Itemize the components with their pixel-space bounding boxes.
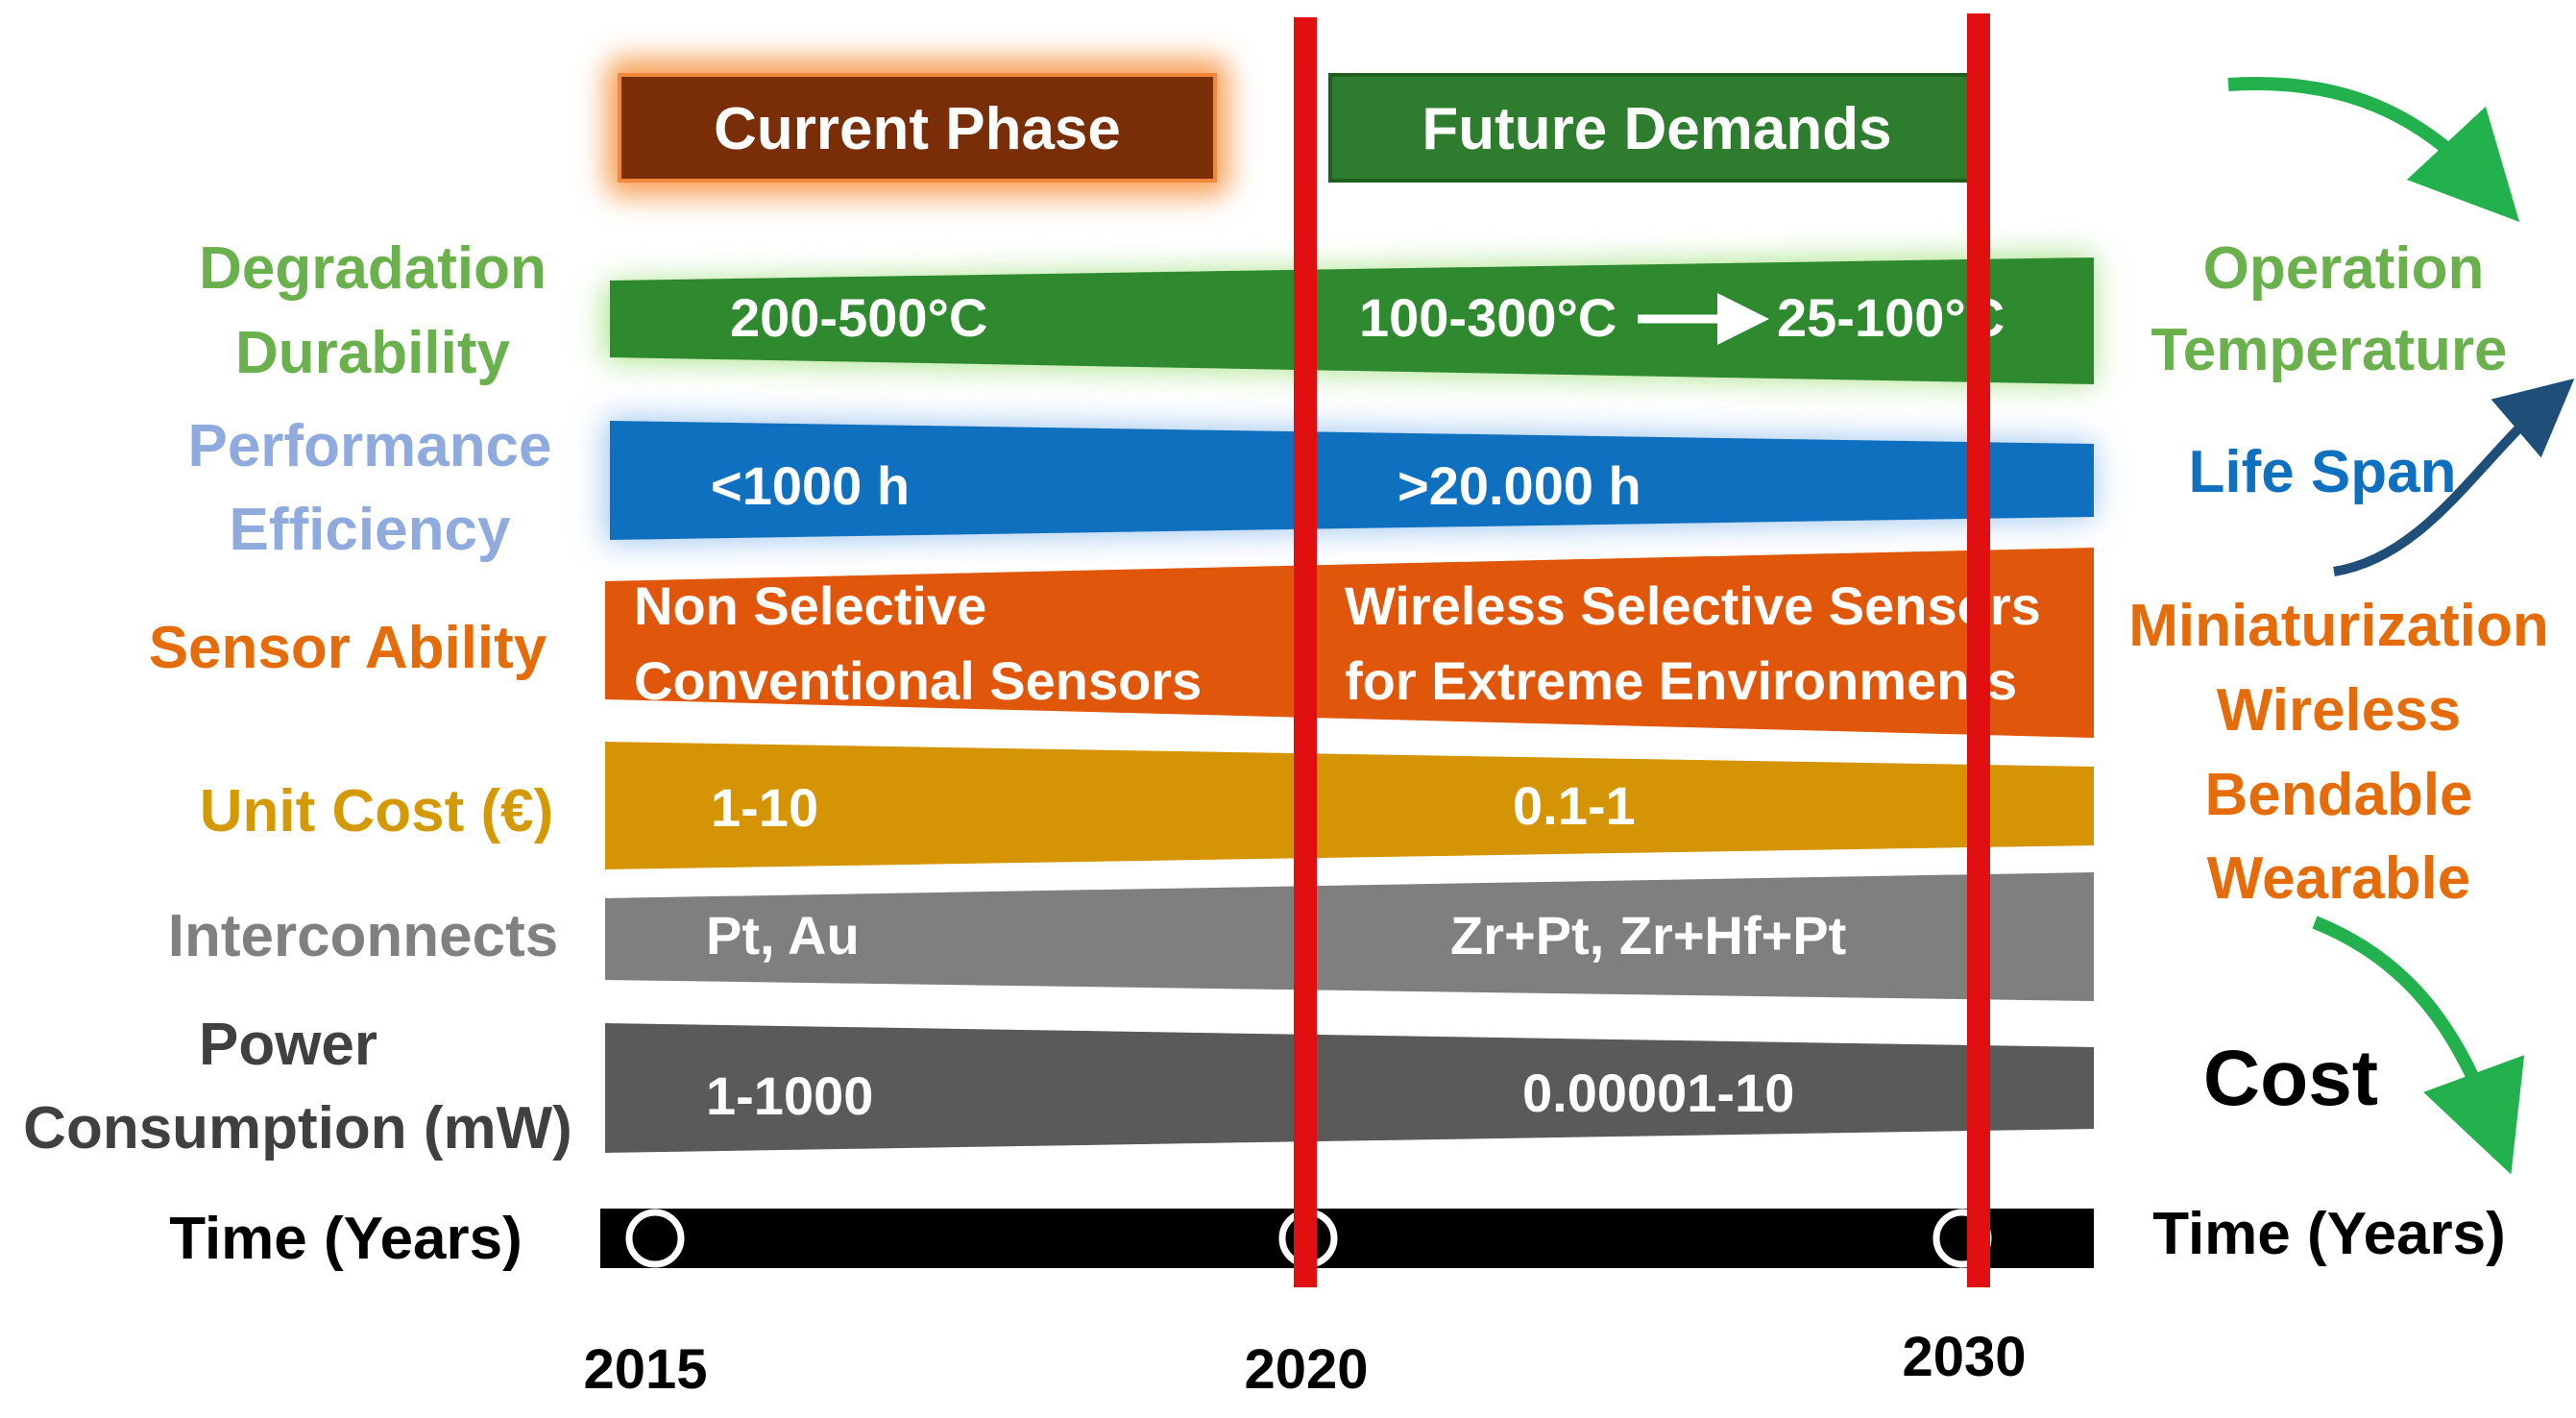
label-temperature: Temperature <box>2151 317 2508 383</box>
year-label-2030: 2030 <box>1902 1326 2026 1388</box>
sensor-future-line1: Wireless Selective Sensors <box>1345 575 2041 636</box>
temperature-future-value-b: 25-100°C <box>1777 287 2005 348</box>
power-band <box>605 1023 2094 1153</box>
interconnects-future-value: Zr+Pt, Zr+Hf+Pt <box>1450 905 1846 966</box>
life-current-value: <1000 h <box>711 455 910 516</box>
label-sensor-ability: Sensor Ability <box>149 615 547 681</box>
timeline-bar <box>600 1209 2094 1268</box>
marker-line-2030 <box>1967 13 1990 1287</box>
label-time-right: Time (Years) <box>2152 1201 2506 1267</box>
label-life-span: Life Span <box>2188 439 2456 505</box>
cost-future-value: 0.1-1 <box>1513 775 1636 836</box>
current-phase-box <box>618 73 1217 183</box>
future-phase-label: Future Demands <box>1422 96 1891 162</box>
timeline-node-2015 <box>625 1209 685 1268</box>
label-bendable: Bendable <box>2204 762 2472 828</box>
sensor-future-line2: for Extreme Environments <box>1345 650 2017 711</box>
cost-current-value: 1-10 <box>711 777 818 838</box>
green-arrow-bottom <box>2312 916 2525 1175</box>
power-future-value: 0.00001-10 <box>1522 1063 1794 1123</box>
label-durability: Durability <box>235 320 510 386</box>
interconnects-band <box>605 872 2094 1001</box>
power-current-value: 1-1000 <box>706 1065 873 1126</box>
sensor-band <box>605 548 2094 738</box>
label-consumption: Consumption (mW) <box>23 1095 572 1161</box>
temperature-band <box>610 257 2094 384</box>
year-label-2020: 2020 <box>1244 1338 1368 1401</box>
temperature-future-value-a: 100-300°C <box>1359 287 1616 348</box>
interconnects-current-value: Pt, Au <box>706 905 860 966</box>
label-time-left: Time (Years) <box>169 1206 522 1272</box>
label-efficiency: Efficiency <box>230 497 511 563</box>
label-miniaturization: Miniaturization <box>2128 593 2548 659</box>
label-wireless: Wireless <box>2217 677 2461 744</box>
label-cost-right: Cost <box>2203 1035 2378 1122</box>
label-operation: Operation <box>2203 235 2485 302</box>
navy-arrow-up <box>2333 378 2575 576</box>
label-unit-cost: Unit Cost (€) <box>200 778 554 844</box>
future-phase-box <box>1328 73 1985 183</box>
label-power: Power <box>199 1012 377 1078</box>
life-future-value: >20.000 h <box>1397 455 1641 516</box>
marker-line-2020 <box>1294 17 1317 1287</box>
temperature-current-value: 200-500°C <box>730 287 987 348</box>
label-wearable: Wearable <box>2207 845 2471 912</box>
current-phase-label: Current Phase <box>714 96 1121 162</box>
label-performance: Performance <box>187 413 551 479</box>
cost-band <box>605 742 2094 869</box>
year-label-2015: 2015 <box>583 1338 707 1401</box>
sensor-current-line2: Conventional Sensors <box>634 650 1202 711</box>
label-interconnects: Interconnects <box>168 903 559 969</box>
label-degradation: Degradation <box>199 235 547 302</box>
green-arrow-top <box>2227 77 2520 223</box>
life-band <box>610 421 2094 540</box>
sensor-current-line1: Non Selective <box>634 575 986 636</box>
